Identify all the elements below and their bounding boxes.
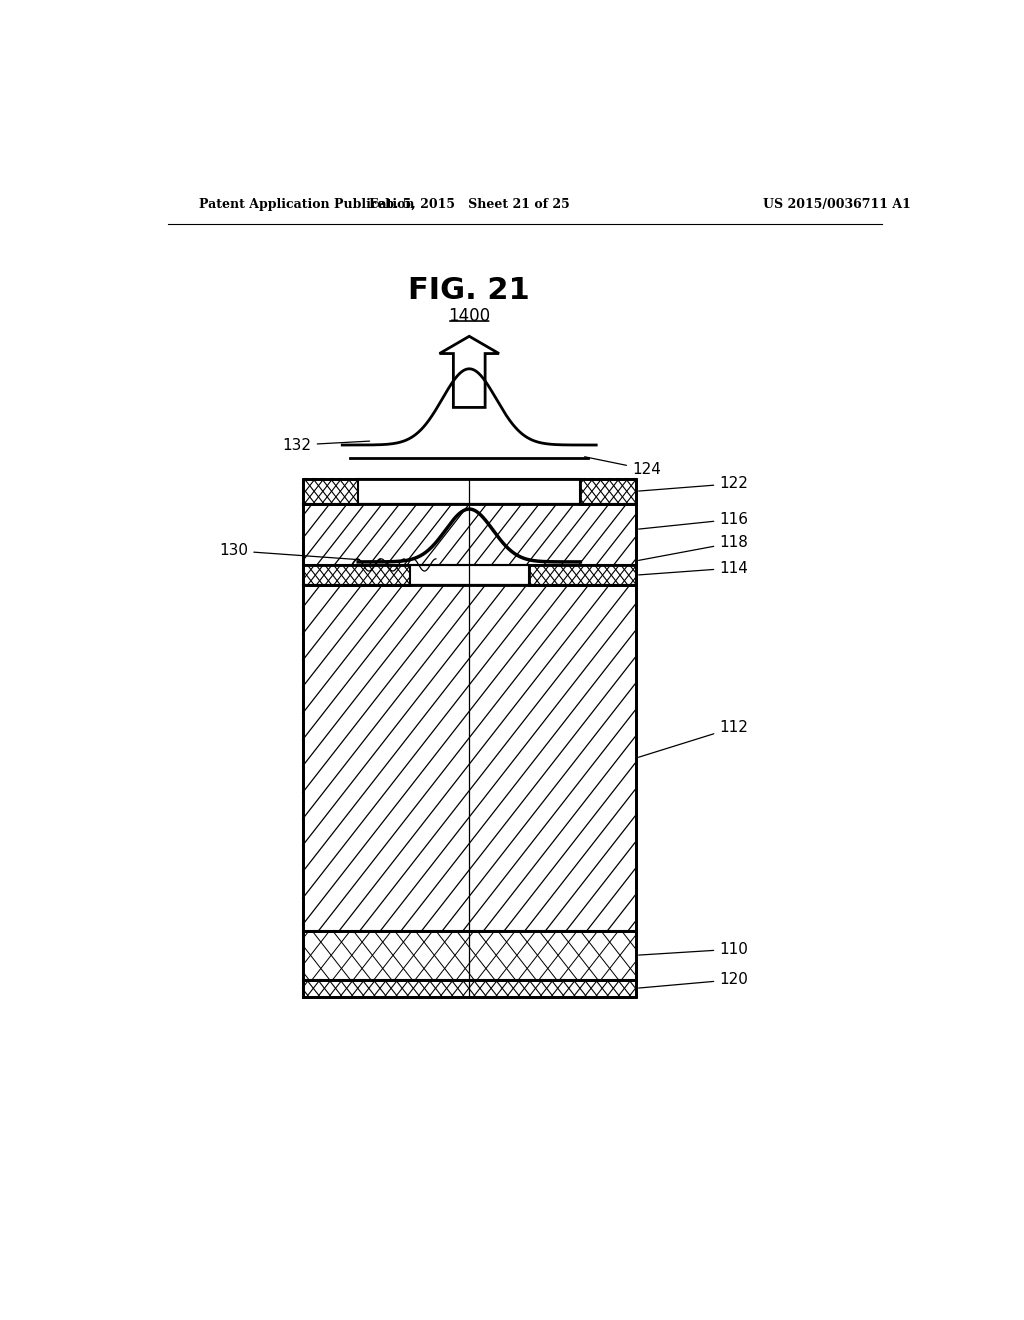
Bar [303,565,410,585]
Text: 120: 120 [639,972,749,989]
Text: 110: 110 [639,941,749,957]
Text: 114: 114 [639,561,749,576]
Bar [303,585,636,931]
Bar [303,979,636,997]
Text: 1400: 1400 [449,308,490,325]
Text: Patent Application Publication: Patent Application Publication [200,198,415,211]
Text: 130: 130 [219,544,359,560]
Text: 124: 124 [585,457,660,477]
Bar [303,504,636,565]
Bar [410,565,528,585]
Text: 118: 118 [639,535,749,561]
Polygon shape [439,337,499,408]
Bar [303,931,636,979]
Text: 116: 116 [639,512,749,529]
Text: FIG. 21: FIG. 21 [409,276,530,305]
Bar [358,479,581,504]
Text: 122: 122 [639,477,749,491]
Text: 112: 112 [639,721,749,758]
Text: 132: 132 [283,437,370,453]
Text: Feb. 5, 2015   Sheet 21 of 25: Feb. 5, 2015 Sheet 21 of 25 [369,198,569,211]
Bar [303,479,358,504]
Bar [528,565,636,585]
Bar [581,479,636,504]
Text: US 2015/0036711 A1: US 2015/0036711 A1 [763,198,910,211]
